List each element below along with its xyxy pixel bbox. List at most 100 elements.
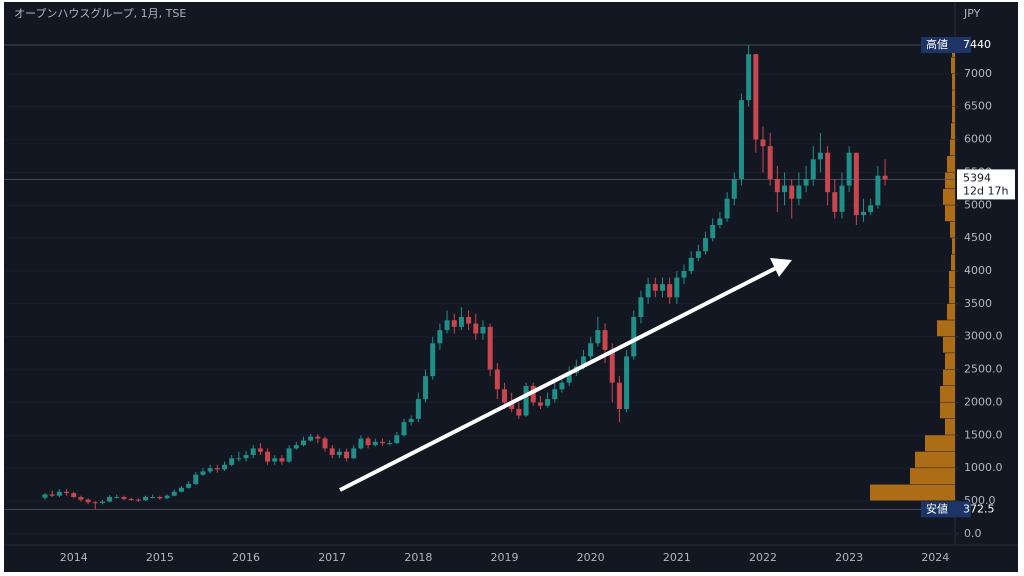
last-price-box [957, 169, 1015, 200]
candle-body [379, 441, 385, 444]
candle-body [243, 454, 249, 459]
candle-body [695, 251, 701, 258]
volume-profile-bar [945, 205, 955, 222]
x-tick-label: 2022 [749, 551, 777, 564]
candle-body [401, 422, 407, 436]
candle-body [322, 438, 328, 449]
candle-body [365, 438, 371, 446]
volume-profile-bar [943, 369, 955, 386]
candle-body [710, 225, 716, 239]
candle-body [703, 238, 709, 252]
candle-body [853, 152, 859, 216]
candle-body [480, 326, 486, 334]
candle-body [387, 443, 393, 445]
x-tick-label: 2020 [577, 551, 605, 564]
volume-profile-bar [950, 139, 955, 156]
candle-body [150, 497, 156, 499]
volume-profile-bar [945, 172, 955, 189]
candle-body [207, 468, 213, 472]
x-tick-label: 2014 [60, 551, 88, 564]
y-tick-label: 4500 [964, 231, 992, 244]
candle-body [42, 494, 48, 498]
volume-profile-bar [945, 418, 955, 435]
candle-body [717, 218, 723, 226]
candle-body [767, 146, 773, 180]
candle-body [466, 316, 472, 324]
candle-body [308, 436, 314, 441]
candle-body [200, 471, 206, 475]
candle-body [49, 494, 55, 496]
volume-profile-bar [925, 435, 955, 452]
candle-body [286, 448, 292, 462]
candle-body [214, 468, 220, 470]
candle-body [164, 495, 170, 499]
price-marker-box [921, 501, 971, 518]
candle-body [78, 497, 84, 500]
volume-profile-bar [952, 90, 955, 107]
trend-arrow [339, 258, 792, 492]
y-tick-label: 6500 [964, 100, 992, 113]
volume-profile-bar [952, 73, 955, 90]
y-tick-label: 4000 [964, 264, 992, 277]
candle-body [674, 277, 680, 298]
candle-body [257, 448, 263, 452]
candle-body [652, 284, 658, 291]
candle-body [336, 451, 342, 455]
candle-body [99, 501, 105, 503]
volume-profile-bar [947, 156, 955, 172]
candle-body [616, 382, 622, 409]
candle-body [193, 474, 199, 484]
volume-profile-bar [945, 353, 955, 370]
candle-body [659, 284, 665, 291]
volume-profile-bar [951, 254, 955, 271]
y-tick-label: 500.0 [964, 494, 996, 507]
price-marker-label: 安値 [926, 501, 948, 515]
candle-body [839, 185, 845, 212]
candle-body [559, 382, 565, 390]
candle-body [229, 458, 235, 465]
y-tick-label: 3000.0 [964, 330, 1003, 343]
volume-profile-bar [937, 320, 955, 337]
arrow-shaft [339, 265, 779, 492]
currency-label: JPY [963, 7, 981, 20]
candle-body [516, 408, 522, 416]
y-tick-label: 0.0 [964, 527, 982, 540]
candle-body [645, 284, 651, 298]
volume-profile-bar [951, 57, 955, 74]
candle-body [624, 356, 630, 409]
candle-body [451, 320, 457, 327]
volume-profile-bar [952, 238, 955, 255]
candle-body [437, 330, 443, 344]
candle-body [494, 369, 500, 390]
volume-profile-bar [951, 123, 955, 140]
x-tick-label: 2015 [146, 551, 174, 564]
candle-body [458, 316, 464, 327]
candle-body [107, 497, 113, 502]
candle-body [602, 330, 608, 350]
volume-profile-bar [943, 336, 955, 353]
candle-body [631, 316, 637, 357]
candle-body [128, 499, 134, 501]
price-marker-value: 7440 [963, 38, 991, 51]
candle-body [861, 211, 867, 216]
candle-body [803, 179, 809, 186]
candle-body [487, 326, 493, 370]
candle-body [279, 458, 285, 462]
candle-body [523, 385, 529, 416]
candle-body [810, 159, 816, 180]
candle-body [581, 356, 586, 367]
plot-layer [4, 41, 955, 535]
candle-body [358, 438, 364, 449]
chart-background [4, 2, 1018, 572]
x-tick-label: 2016 [232, 551, 260, 564]
x-tick-label: 2023 [835, 551, 863, 564]
candle-body [552, 389, 558, 400]
candle-body [638, 297, 644, 317]
candle-body [178, 487, 184, 492]
candle-body [588, 343, 594, 357]
volume-profile-bar [949, 271, 955, 287]
candle-body [846, 152, 852, 186]
y-tick-label: 1000.0 [964, 461, 1003, 474]
candle-body [121, 497, 127, 500]
